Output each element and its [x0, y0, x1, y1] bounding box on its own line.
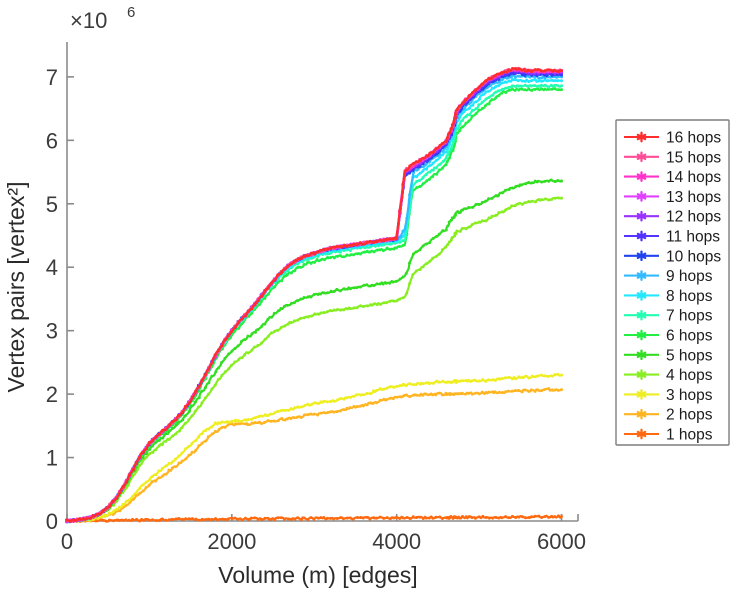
legend-asterisk-marker-icon: [636, 428, 647, 440]
legend-item-14-hops[interactable]: 14 hops: [624, 169, 721, 186]
y-axis-title: Vertex pairs [vertex²]: [3, 182, 29, 393]
legend-asterisk-marker-icon: [636, 210, 647, 222]
legend-asterisk-marker-icon: [636, 250, 647, 262]
y-axis-multiplier: ×10 6: [70, 4, 135, 33]
legend-border: [615, 119, 730, 446]
y-tick-label: 4: [46, 255, 58, 280]
x-axis-title: Volume (m) [edges]: [218, 562, 417, 588]
series-1-hops: [65, 514, 564, 524]
legend-label: 16 hops: [666, 130, 721, 147]
y-axis-multiplier-base: ×10: [70, 8, 107, 33]
series-5-hops: [65, 178, 564, 523]
legend-asterisk-marker-icon: [636, 230, 647, 242]
legend-label: 13 hops: [666, 189, 721, 206]
legend-label: 3 hops: [666, 387, 713, 404]
legend-label: 8 hops: [666, 288, 713, 305]
legend-item-6-hops[interactable]: 6 hops: [624, 328, 713, 345]
legend-item-13-hops[interactable]: 13 hops: [624, 189, 721, 206]
legend-item-2-hops[interactable]: 2 hops: [624, 407, 713, 424]
y-tick-label: 6: [46, 128, 58, 153]
legend-asterisk-marker-icon: [636, 270, 647, 281]
legend-label: 12 hops: [666, 209, 721, 226]
y-tick-label: 1: [46, 446, 58, 471]
series-3-hops: [65, 372, 564, 524]
legend-label: 5 hops: [666, 347, 713, 364]
data-series-layer: [65, 66, 564, 524]
legend-item-9-hops[interactable]: 9 hops: [624, 268, 713, 285]
legend-label: 2 hops: [666, 407, 713, 424]
x-tick-label: 4000: [372, 529, 421, 554]
legend-label: 4 hops: [666, 367, 713, 384]
legend-label: 1 hops: [666, 427, 713, 444]
legend-item-5-hops[interactable]: 5 hops: [624, 347, 713, 364]
legend-item-11-hops[interactable]: 11 hops: [624, 229, 720, 246]
legend-item-3-hops[interactable]: 3 hops: [624, 387, 713, 404]
legend-label: 9 hops: [666, 268, 713, 285]
legend-label: 15 hops: [666, 149, 721, 166]
series-16-hops: [65, 67, 564, 523]
legend-asterisk-marker-icon: [636, 408, 647, 420]
legend-label: 6 hops: [666, 328, 713, 345]
legend-asterisk-marker-icon: [636, 329, 647, 341]
legend-item-10-hops[interactable]: 10 hops: [624, 248, 721, 265]
legend-item-15-hops[interactable]: 15 hops: [624, 149, 721, 166]
legend-label: 10 hops: [666, 248, 721, 265]
x-axis-ticks: 0 2000 4000 6000: [61, 514, 586, 554]
legend-label: 7 hops: [666, 308, 713, 325]
legend-asterisk-marker-icon: [636, 131, 647, 143]
x-tick-label: 6000: [537, 529, 586, 554]
legend-asterisk-marker-icon: [636, 151, 647, 163]
x-tick-label: 2000: [207, 529, 256, 554]
y-tick-label: 2: [46, 382, 58, 407]
y-tick-label: 0: [46, 509, 58, 534]
legend-item-1-hops[interactable]: 1 hops: [624, 427, 713, 444]
series-4-hops: [65, 196, 564, 523]
legend-asterisk-marker-icon: [636, 309, 647, 321]
legend-label: 11 hops: [666, 229, 720, 246]
x-tick-label: 0: [61, 529, 73, 554]
y-tick-label: 3: [46, 319, 58, 344]
legend-item-16-hops[interactable]: 16 hops: [624, 130, 721, 147]
legend-item-4-hops[interactable]: 4 hops: [624, 367, 713, 384]
y-tick-label: 5: [46, 192, 58, 217]
chart-legend[interactable]: 16 hops 15 hops 14 hops 13 hops 12 hops 11 ho…: [615, 119, 730, 446]
legend-label: 14 hops: [666, 169, 721, 186]
y-tick-label: 7: [46, 65, 58, 90]
legend-item-8-hops[interactable]: 8 hops: [624, 288, 713, 305]
legend-item-7-hops[interactable]: 7 hops: [624, 308, 713, 325]
legend-asterisk-marker-icon: [636, 290, 647, 301]
legend-asterisk-marker-icon: [636, 191, 647, 202]
legend-asterisk-marker-icon: [636, 349, 647, 361]
legend-asterisk-marker-icon: [636, 369, 647, 380]
legend-asterisk-marker-icon: [636, 389, 647, 400]
legend-asterisk-marker-icon: [636, 171, 647, 182]
y-axis-ticks: 0 1 2 3 4 5 6 7: [46, 65, 74, 534]
y-axis-multiplier-exponent: 6: [127, 4, 135, 21]
legend-item-12-hops[interactable]: 12 hops: [624, 209, 721, 226]
